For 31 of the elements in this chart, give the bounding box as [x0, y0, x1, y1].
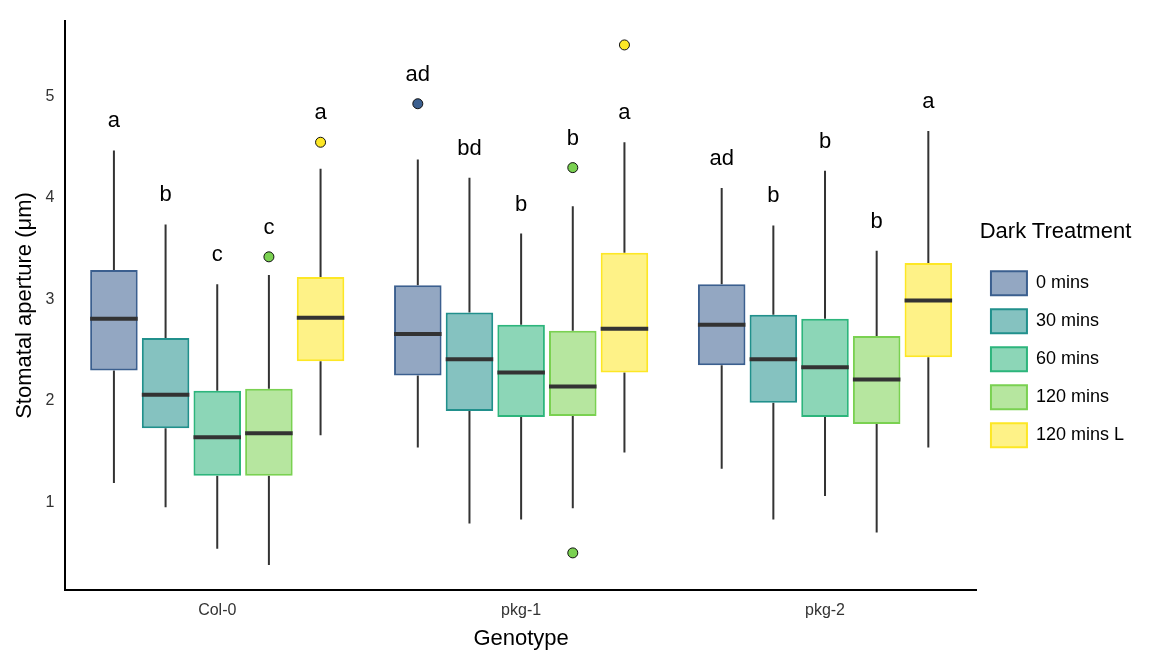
annotation: a: [314, 99, 328, 125]
x-tick-label: Col-0: [198, 601, 237, 619]
y-tick-label: 3: [45, 289, 55, 307]
y-tick-label: 4: [45, 188, 55, 206]
y-axis-title: Stomatal aperture (μm): [11, 192, 37, 419]
legend-label: 0 mins: [1035, 272, 1089, 293]
annotation: ad: [709, 144, 734, 170]
annotation: bd: [457, 134, 482, 160]
annotation: c: [263, 213, 275, 239]
y-tick-label: 1: [45, 492, 55, 510]
annotation: a: [922, 88, 936, 114]
y-tick-label: 2: [45, 391, 55, 409]
x-tick-label: pkg-1: [501, 601, 542, 619]
legend-label: 120 mins: [1035, 386, 1109, 407]
annotation: b: [566, 124, 579, 150]
x-tick-label: pkg-2: [804, 601, 846, 619]
annotation: c: [211, 241, 223, 267]
annotation: ad: [405, 60, 431, 86]
legend-label: 60 mins: [1035, 348, 1099, 369]
legend-label: 120 mins L: [1035, 424, 1125, 445]
annotation: a: [618, 99, 632, 125]
annotation: b: [818, 127, 832, 153]
annotation: b: [159, 181, 172, 207]
legend-title: Dark Treatment: [979, 217, 1132, 243]
x-axis-title: Genotype: [473, 624, 569, 650]
legend-label: 30 mins: [1035, 310, 1099, 331]
annotation: b: [870, 207, 883, 233]
annotation: b: [767, 182, 780, 208]
annotation: b: [515, 190, 528, 216]
annotation: a: [107, 107, 121, 133]
y-tick-label: 5: [45, 87, 55, 105]
